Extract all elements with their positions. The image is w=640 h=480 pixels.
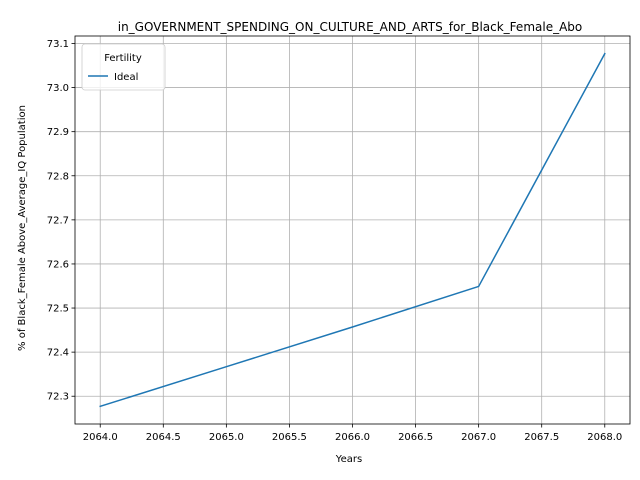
plot-frame — [74, 35, 631, 425]
y-tick-label: 72.4 — [47, 348, 69, 359]
ticks: 2064.0 2064.5 2065.0 2065.5 2066.0 2066.5 2067… — [47, 39, 623, 443]
legend-label-ideal: Ideal — [114, 72, 138, 83]
x-tick-label: 2066.5 — [398, 432, 433, 443]
y-tick-label: 72.3 — [47, 392, 69, 403]
series-layer — [99, 52, 606, 408]
y-tick-label: 72.6 — [47, 259, 69, 270]
x-tick-label: 2064.5 — [146, 432, 181, 443]
grid — [75, 36, 630, 424]
x-axis-label: Years — [335, 454, 362, 465]
x-tick-label: 2065.0 — [209, 432, 244, 443]
y-axis-label: % of Black_Female Above_Average_IQ Popul… — [17, 105, 28, 351]
y-tick-label: 73.1 — [47, 39, 69, 50]
y-tick-label: 72.5 — [47, 304, 69, 315]
x-tick-label: 2067.0 — [461, 432, 496, 443]
legend-box — [81, 43, 166, 91]
y-tick-label: 72.7 — [47, 215, 69, 226]
legend: Fertility Ideal — [81, 43, 166, 91]
legend-title: Fertility — [104, 53, 142, 64]
x-tick-label: 2064.0 — [83, 432, 118, 443]
chart-title: in_GOVERNMENT_SPENDING_ON_CULTURE_AND_AR… — [118, 20, 583, 34]
x-tick-label: 2065.5 — [272, 432, 307, 443]
x-tick-label: 2067.5 — [524, 432, 559, 443]
x-tick-label: 2068.0 — [587, 432, 622, 443]
y-tick-label: 73.0 — [47, 83, 69, 94]
x-tick-label: 2066.0 — [335, 432, 370, 443]
y-tick-label: 72.8 — [47, 171, 69, 182]
y-tick-label: 72.9 — [47, 127, 69, 138]
